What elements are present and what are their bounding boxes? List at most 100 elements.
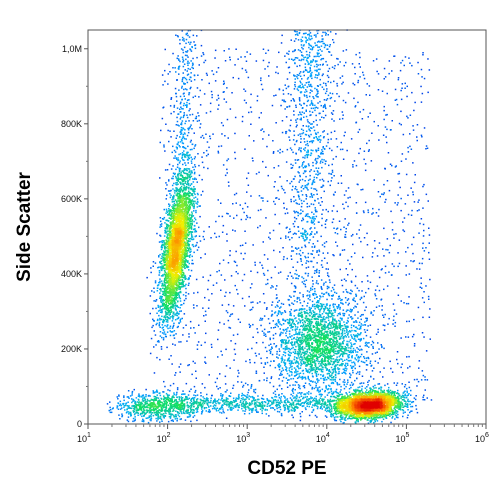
event-dot [175,309,177,311]
event-dot [323,282,325,285]
event-dot [322,131,324,133]
event-dot [281,373,283,376]
event-dot [293,216,296,219]
event-dot [349,316,352,318]
event-dot [254,388,257,391]
event-dot [284,364,286,367]
event-dot [312,180,314,182]
event-dot [346,326,348,328]
event-dot [409,133,411,135]
event-dot [311,406,313,408]
event-dot [337,298,339,300]
event-dot [408,355,410,358]
event-dot [192,360,194,363]
event-dot [358,152,360,155]
event-dot [390,210,392,213]
event-dot [378,242,381,244]
event-dot [171,363,173,365]
event-dot [397,362,399,365]
event-dot [191,143,194,146]
event-dot [252,244,254,246]
event-dot [289,139,291,141]
event-dot [300,364,302,367]
event-dot [291,360,293,362]
event-dot [161,282,163,285]
event-dot [158,241,161,243]
event-dot [297,313,300,315]
event-dot [304,231,306,234]
event-dot [321,38,323,40]
event-dot [365,291,367,294]
event-dot [427,58,429,60]
event-dot [307,275,309,277]
event-dot [292,388,294,391]
event-dot [261,319,263,321]
event-dot [370,344,373,346]
event-dot [187,398,189,400]
event-dot [404,393,406,395]
event-dot [384,272,387,274]
event-dot [293,40,296,42]
event-dot [299,412,301,415]
event-dot [318,308,320,311]
event-dot [312,243,314,245]
event-dot [365,369,368,371]
event-dot [258,398,260,401]
event-dot [187,131,190,134]
event-dot [319,316,322,318]
event-dot [303,233,305,235]
event-dot [177,414,179,416]
event-dot [298,74,300,76]
event-dot [302,45,305,47]
event-dot [297,399,300,401]
event-dot [297,214,299,217]
event-dot [286,106,288,108]
event-dot [189,148,192,151]
event-dot [183,132,186,134]
event-dot [388,189,391,192]
event-dot [180,48,183,50]
event-dot [318,202,320,204]
event-dot [302,232,304,234]
event-dot [298,32,301,35]
event-dot [333,175,335,177]
event-dot [172,145,174,148]
event-dot [356,377,358,379]
event-dot [293,295,295,297]
event-dot [192,238,194,241]
event-dot [304,311,306,313]
event-dot [335,372,337,374]
event-dot [294,175,296,178]
event-dot [172,343,174,345]
event-dot [297,351,299,353]
event-dot [308,62,310,65]
event-dot [292,318,294,321]
event-dot [142,420,144,422]
event-dot [284,408,286,411]
event-dot [186,81,189,84]
event-dot [257,226,259,229]
event-dot [178,162,181,164]
event-dot [166,325,168,328]
event-dot [318,313,321,316]
event-dot [268,344,270,347]
event-dot [407,146,409,149]
event-dot [180,116,182,119]
event-dot [294,352,296,355]
event-dot [300,376,302,379]
event-dot [309,69,312,72]
event-dot [424,389,426,391]
event-dot [410,410,412,412]
event-dot [389,360,391,363]
event-dot [286,78,289,80]
event-dot [301,375,304,378]
event-dot [367,150,370,152]
event-dot [289,271,291,274]
event-dot [326,307,329,309]
event-dot [182,58,184,60]
event-dot [321,58,323,60]
event-dot [161,295,163,298]
event-dot [265,217,267,219]
event-dot [294,371,296,374]
event-dot [327,268,329,270]
